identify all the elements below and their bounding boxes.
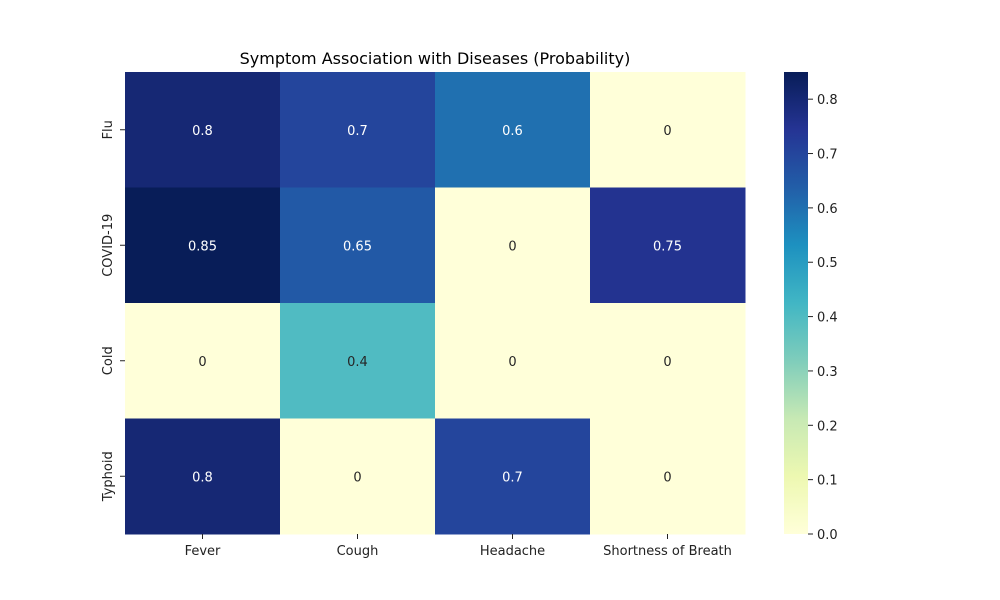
colorbar-gradient	[784, 72, 808, 534]
cell-covid-19-fever	[125, 187, 281, 304]
x-tick-label-headache: Headache	[480, 544, 545, 559]
y-tick-label-covid-19: COVID-19	[101, 214, 116, 277]
colorbar-tick-label: 0.1	[817, 474, 838, 489]
cell-cold-fever	[125, 303, 281, 419]
cell-value-label: 0.8	[192, 470, 213, 485]
cell-cold-shortness-of-breath	[590, 303, 746, 419]
cell-value-label: 0.7	[347, 124, 368, 139]
colorbar-tick-label: 0.8	[817, 93, 838, 108]
cell-value-label: 0	[663, 355, 671, 370]
x-tick-label-fever: Fever	[185, 544, 221, 559]
y-axis-ticks: Flu COVID-19 Cold Typhoid	[101, 120, 125, 502]
cell-value-label: 0.7	[502, 470, 523, 485]
colorbar-tick-label: 0.4	[817, 311, 838, 326]
cell-typhoid-cough	[280, 418, 436, 535]
heatmap-cells: 0.8 0.7 0.6 0 0.85 0.65 0 0.75 0 0.4 0 0 0.8 0 0.7 0	[125, 72, 746, 535]
cell-value-label: 0	[508, 239, 516, 254]
cell-value-label: 0.4	[347, 355, 368, 370]
cell-cold-headache	[435, 303, 591, 419]
cell-flu-headache	[435, 72, 591, 188]
cell-value-label: 0.75	[653, 239, 682, 254]
cell-covid-19-cough	[280, 187, 436, 304]
cell-value-label: 0.65	[343, 239, 372, 254]
x-tick-label-shortness-of-breath: Shortness of Breath	[603, 544, 732, 559]
y-tick-label-typhoid: Typhoid	[101, 451, 116, 502]
cell-covid-19-shortness-of-breath	[590, 187, 746, 304]
cell-flu-fever	[125, 72, 281, 188]
cell-value-label: 0	[198, 355, 206, 370]
cell-value-label: 0	[663, 124, 671, 139]
cell-cold-cough	[280, 303, 436, 419]
cell-covid-19-headache	[435, 187, 591, 304]
cell-typhoid-headache	[435, 418, 591, 535]
cell-value-label: 0.8	[192, 124, 213, 139]
y-tick-label-flu: Flu	[101, 120, 116, 139]
cell-value-label: 0	[508, 355, 516, 370]
colorbar-tick-label: 0.6	[817, 202, 838, 217]
colorbar-tick-label: 0.3	[817, 365, 838, 380]
chart-title: Symptom Association with Diseases (Proba…	[240, 49, 631, 68]
cell-value-label: 0.85	[188, 239, 217, 254]
y-tick-label-cold: Cold	[101, 346, 116, 375]
colorbar-tick-label: 0.0	[817, 528, 838, 543]
colorbar-tick-label: 0.5	[817, 256, 838, 271]
cell-value-label: 0	[353, 470, 361, 485]
x-tick-label-cough: Cough	[337, 544, 379, 559]
cell-flu-shortness-of-breath	[590, 72, 746, 188]
colorbar: 0.0 0.1 0.2 0.3 0.4 0.5 0.6 0.7 0.8	[784, 72, 838, 543]
cell-flu-cough	[280, 72, 436, 188]
cell-value-label: 0.6	[502, 124, 523, 139]
x-axis-ticks: Fever Cough Headache Shortness of Breath	[185, 534, 732, 559]
cell-typhoid-fever	[125, 418, 281, 535]
cell-value-label: 0	[663, 470, 671, 485]
colorbar-tick-label: 0.2	[817, 419, 838, 434]
colorbar-tick-label: 0.7	[817, 148, 838, 163]
cell-typhoid-shortness-of-breath	[590, 418, 746, 535]
